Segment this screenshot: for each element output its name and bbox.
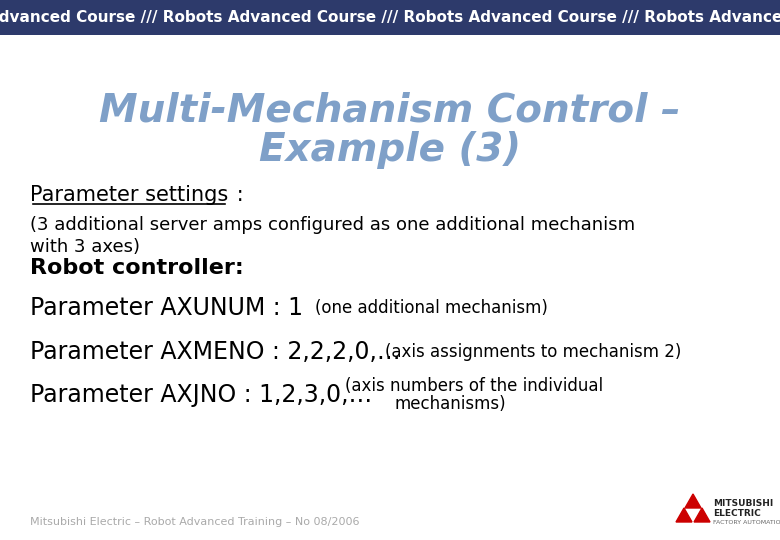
Bar xyxy=(0,0,780,35)
Text: Parameter AXJNO : 1,2,3,0,…: Parameter AXJNO : 1,2,3,0,… xyxy=(30,383,372,407)
Polygon shape xyxy=(694,508,710,522)
Text: Robot controller:: Robot controller: xyxy=(30,258,243,278)
Text: (one additional mechanism): (one additional mechanism) xyxy=(315,299,548,317)
Polygon shape xyxy=(676,508,692,522)
Text: Multi-Mechanism Control –: Multi-Mechanism Control – xyxy=(99,91,681,129)
Text: MITSUBISHI: MITSUBISHI xyxy=(713,500,773,509)
Text: ELECTRIC: ELECTRIC xyxy=(713,509,760,517)
Text: Parameter AXMENO : 2,2,2,0,…: Parameter AXMENO : 2,2,2,0,… xyxy=(30,340,401,364)
Text: mechanisms): mechanisms) xyxy=(395,395,507,413)
Text: Parameter AXUNUM : 1: Parameter AXUNUM : 1 xyxy=(30,296,303,320)
Text: :: : xyxy=(230,185,243,205)
Text: (axis assignments to mechanism 2): (axis assignments to mechanism 2) xyxy=(385,343,682,361)
Text: (3 additional server amps configured as one additional mechanism: (3 additional server amps configured as … xyxy=(30,216,635,234)
Text: with 3 axes): with 3 axes) xyxy=(30,238,140,256)
Polygon shape xyxy=(685,494,701,508)
Text: Parameter settings: Parameter settings xyxy=(30,185,229,205)
Text: (axis numbers of the individual: (axis numbers of the individual xyxy=(345,377,603,395)
Text: FACTORY AUTOMATION: FACTORY AUTOMATION xyxy=(713,519,780,524)
Text: Mitsubishi Electric – Robot Advanced Training – No 08/2006: Mitsubishi Electric – Robot Advanced Tra… xyxy=(30,517,360,527)
Text: Robots Advanced Course /// Robots Advanced Course /// Robots Advanced Course ///: Robots Advanced Course /// Robots Advanc… xyxy=(0,10,780,25)
Text: Example (3): Example (3) xyxy=(259,131,521,169)
